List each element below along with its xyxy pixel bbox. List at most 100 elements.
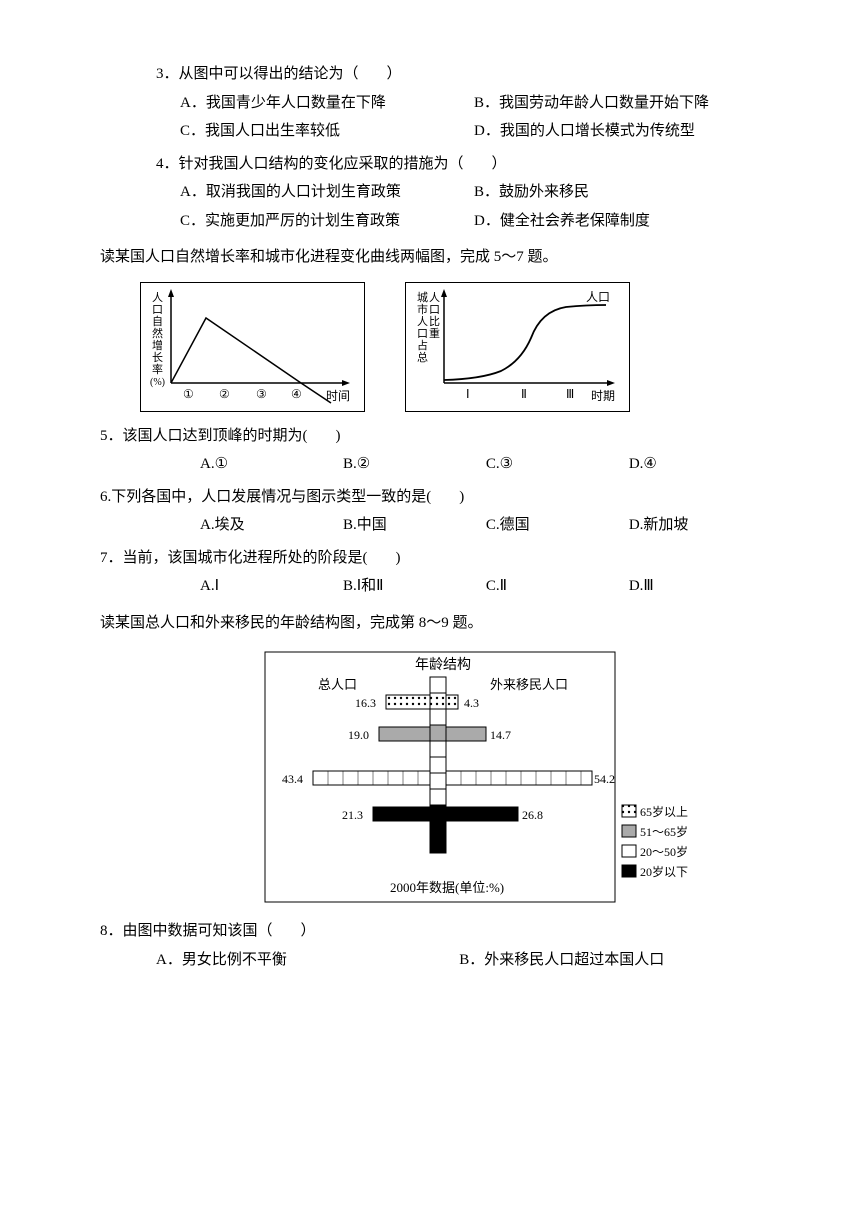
question-stem: 5．该国人口达到顶峰的时期为() (100, 422, 780, 451)
svg-text:占: 占 (417, 338, 428, 352)
question-8: 8．由图中数据可知该国（） A．男女比例不平衡 B．外来移民人口超过本国人口 (100, 917, 780, 974)
options: A.① B.② C.③ D.④ (100, 450, 780, 479)
svg-text:率: 率 (152, 362, 163, 376)
option-a[interactable]: A．男女比例不平衡 (156, 946, 456, 975)
question-stem: 3．从图中可以得出的结论为（） (100, 60, 780, 89)
option-c[interactable]: C.Ⅱ (486, 572, 625, 601)
question-stem: 6.下列各国中，人口发展情况与图示类型一致的是() (100, 483, 780, 512)
question-stem: 7．当前，该国城市化进程所处的阶段是() (100, 544, 780, 573)
bar-65plus: 16.3 4.3 (355, 695, 479, 710)
svg-text:口: 口 (429, 304, 440, 316)
option-a[interactable]: A．取消我国的人口计划生育政策 (180, 178, 474, 207)
chart-row: 人 口 自 然 增 长 率 (%) ① ② ③ ④ 时间 城 市 人 口 占 总… (140, 282, 780, 412)
option-c[interactable]: C.德国 (486, 511, 625, 540)
option-b[interactable]: B．鼓励外来移民 (474, 178, 768, 207)
options: A.Ⅰ B.Ⅰ和Ⅱ C.Ⅱ D.Ⅲ (100, 572, 780, 601)
svg-text:市: 市 (417, 302, 428, 316)
x-tick: ④ (291, 387, 302, 401)
question-stem: 4．针对我国人口结构的变化应采取的措施为（） (100, 150, 780, 179)
svg-text:19.0: 19.0 (348, 728, 369, 742)
option-c[interactable]: C．我国人口出生率较低 (180, 117, 474, 146)
age-structure-pyramid: 年龄结构 总人口 外来移民人口 16.3 4.3 19.0 14.7 (260, 647, 700, 907)
q-number: 6 (100, 489, 108, 505)
pyramid-title: 年龄结构 (415, 657, 471, 673)
option-a[interactable]: A.① (200, 450, 339, 479)
options: A．男女比例不平衡 B．外来移民人口超过本国人口 (100, 946, 780, 975)
right-title: 外来移民人口 (490, 677, 568, 692)
svg-text:14.7: 14.7 (490, 728, 511, 742)
x-tick: Ⅱ (521, 387, 527, 401)
q-number: 4 (156, 156, 164, 172)
pyramid-footer: 2000年数据(单位:%) (390, 880, 504, 895)
option-d[interactable]: D.④ (629, 450, 768, 479)
x-tick: ③ (256, 387, 267, 401)
q-number: 8 (100, 923, 108, 939)
y-axis-label: 人 (152, 291, 163, 304)
options: A．我国青少年人口数量在下降 B．我国劳动年龄人口数量开始下降 (100, 89, 780, 118)
svg-text:4.3: 4.3 (464, 696, 479, 710)
options: C．我国人口出生率较低 D．我国的人口增长模式为传统型 (100, 117, 780, 146)
svg-text:口: 口 (417, 328, 428, 340)
option-c[interactable]: C．实施更加严厉的计划生育政策 (180, 207, 474, 236)
svg-text:43.4: 43.4 (282, 772, 303, 786)
options: A.埃及 B.中国 C.德国 D.新加坡 (100, 511, 780, 540)
question-4: 4．针对我国人口结构的变化应采取的措施为（） A．取消我国的人口计划生育政策 B… (100, 150, 780, 236)
option-d[interactable]: D．我国的人口增长模式为传统型 (474, 117, 768, 146)
top-label: 人口 (586, 290, 610, 304)
question-6: 6.下列各国中，人口发展情况与图示类型一致的是() A.埃及 B.中国 C.德国… (100, 483, 780, 540)
options: A．取消我国的人口计划生育政策 B．鼓励外来移民 (100, 178, 780, 207)
x-axis-label: 时期 (591, 389, 615, 403)
option-b[interactable]: B.中国 (343, 511, 482, 540)
question-7: 7．当前，该国城市化进程所处的阶段是() A.Ⅰ B.Ⅰ和Ⅱ C.Ⅱ D.Ⅲ (100, 544, 780, 601)
q-number: 3 (156, 66, 164, 82)
x-tick: ① (183, 387, 194, 401)
svg-text:65岁以上: 65岁以上 (640, 804, 688, 819)
svg-text:自: 自 (152, 315, 163, 328)
svg-text:54.2: 54.2 (594, 772, 615, 786)
svg-text:人: 人 (417, 315, 428, 328)
x-tick: Ⅲ (566, 387, 574, 401)
svg-text:然: 然 (152, 326, 163, 340)
option-c[interactable]: C.③ (486, 450, 625, 479)
q-number: 7 (100, 550, 108, 566)
option-d[interactable]: D．健全社会养老保障制度 (474, 207, 768, 236)
svg-text:长: 长 (152, 351, 163, 364)
svg-text:51～65岁: 51～65岁 (640, 824, 688, 839)
question-stem: 8．由图中数据可知该国（） (100, 917, 780, 946)
center-axis (430, 677, 446, 853)
option-b[interactable]: B.② (343, 450, 482, 479)
option-b[interactable]: B.Ⅰ和Ⅱ (343, 572, 482, 601)
svg-text:增: 增 (152, 338, 163, 352)
option-b[interactable]: B．外来移民人口超过本国人口 (459, 946, 759, 975)
option-d[interactable]: D.Ⅲ (629, 572, 768, 601)
urbanization-chart: 城 市 人 口 占 总 人 口 比 重 人口 Ⅰ Ⅱ Ⅲ 时期 (405, 282, 630, 412)
x-tick: Ⅰ (466, 387, 470, 401)
svg-text:(%): (%) (150, 377, 165, 388)
legend: 65岁以上 51～65岁 20～50岁 20岁以下 (622, 804, 688, 879)
question-3: 3．从图中可以得出的结论为（） A．我国青少年人口数量在下降 B．我国劳动年龄人… (100, 60, 780, 146)
q-number: 5 (100, 428, 108, 444)
svg-text:比: 比 (429, 315, 440, 328)
y-axis-label: 城 (417, 291, 428, 304)
svg-text:口: 口 (152, 304, 163, 316)
option-a[interactable]: A.Ⅰ (200, 572, 339, 601)
x-axis-label: 时间 (326, 389, 350, 403)
svg-text:16.3: 16.3 (355, 696, 376, 710)
option-a[interactable]: A．我国青少年人口数量在下降 (180, 89, 474, 118)
svg-text:重: 重 (429, 326, 440, 340)
option-b[interactable]: B．我国劳动年龄人口数量开始下降 (474, 89, 768, 118)
svg-text:总: 总 (417, 350, 428, 364)
intro-8-9: 读某国总人口和外来移民的年龄结构图，完成第 8～9 题。 (100, 609, 780, 638)
bar-51-65: 19.0 14.7 (348, 727, 511, 742)
svg-text:20岁以下: 20岁以下 (640, 864, 688, 879)
bar-20-50: 43.4 54.2 (282, 771, 615, 786)
left-title: 总人口 (318, 677, 357, 692)
svg-text:20～50岁: 20～50岁 (640, 844, 688, 859)
options: C．实施更加严厉的计划生育政策 D．健全社会养老保障制度 (100, 207, 780, 236)
option-d[interactable]: D.新加坡 (629, 511, 768, 540)
svg-text:26.8: 26.8 (522, 808, 543, 822)
svg-text:21.3: 21.3 (342, 808, 363, 822)
option-a[interactable]: A.埃及 (200, 511, 339, 540)
question-5: 5．该国人口达到顶峰的时期为() A.① B.② C.③ D.④ (100, 422, 780, 479)
intro-5-7: 读某国人口自然增长率和城市化进程变化曲线两幅图，完成 5～7 题。 (100, 243, 780, 272)
